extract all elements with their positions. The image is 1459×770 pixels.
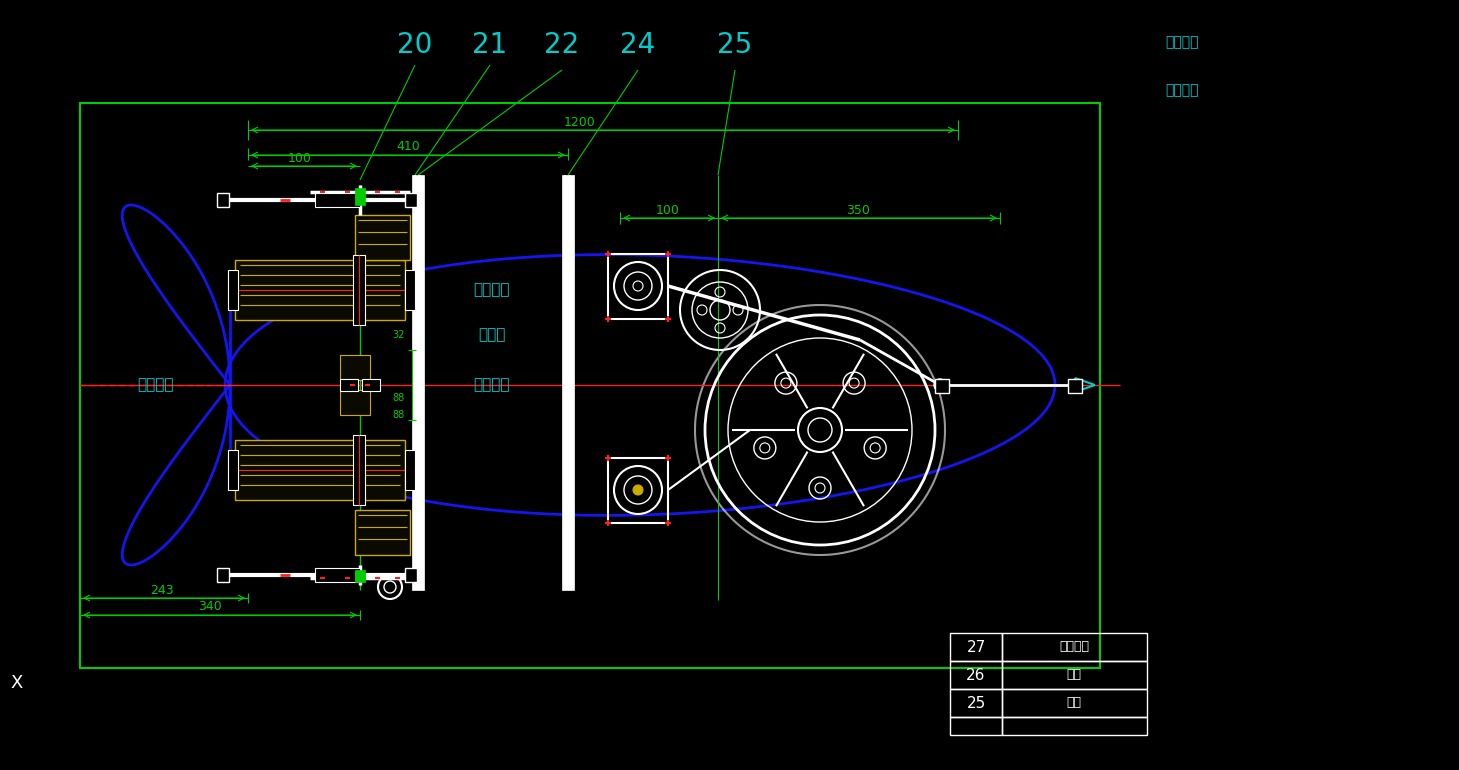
Text: 螺母: 螺母: [1067, 668, 1081, 681]
Bar: [355, 215, 410, 260]
Bar: [355, 510, 410, 555]
Bar: [235, 260, 406, 320]
Bar: [355, 188, 365, 198]
Bar: [340, 379, 357, 391]
Text: 88: 88: [392, 393, 406, 403]
Text: 25: 25: [966, 695, 986, 711]
Bar: [1002, 689, 1147, 717]
Text: 243: 243: [150, 584, 174, 597]
Bar: [1002, 633, 1147, 661]
Bar: [406, 568, 417, 582]
Text: 鱼体配重: 鱼体配重: [137, 377, 174, 393]
Bar: [1068, 379, 1083, 393]
Text: 及电源: 及电源: [479, 327, 506, 343]
Text: 350: 350: [846, 203, 870, 216]
Bar: [950, 689, 1002, 717]
Bar: [315, 193, 360, 207]
Bar: [353, 435, 365, 505]
Text: 21: 21: [473, 31, 508, 59]
Text: 410: 410: [397, 140, 420, 153]
Bar: [355, 195, 365, 205]
Text: 27: 27: [966, 640, 986, 654]
Text: 25: 25: [718, 31, 753, 59]
Bar: [362, 379, 379, 391]
Circle shape: [934, 379, 945, 391]
Bar: [217, 568, 229, 582]
Text: X: X: [10, 674, 22, 692]
Circle shape: [633, 485, 643, 495]
Bar: [340, 390, 371, 415]
Text: 20: 20: [397, 31, 433, 59]
Text: 22: 22: [544, 31, 579, 59]
Text: 鱼体蒙皮: 鱼体蒙皮: [1059, 641, 1088, 654]
Bar: [353, 255, 365, 325]
Bar: [950, 633, 1002, 661]
Text: 控制电路: 控制电路: [474, 283, 511, 297]
Bar: [406, 270, 414, 310]
Bar: [315, 568, 360, 582]
Bar: [608, 458, 668, 523]
Text: 动力装置: 动力装置: [474, 377, 511, 393]
Bar: [562, 175, 573, 590]
Text: 24: 24: [620, 31, 655, 59]
Text: 26: 26: [966, 668, 986, 682]
Bar: [355, 572, 365, 582]
Bar: [608, 254, 668, 319]
Bar: [80, 103, 1100, 668]
Text: 88: 88: [392, 410, 406, 420]
Text: 100: 100: [657, 203, 680, 216]
Bar: [935, 379, 948, 393]
Bar: [950, 661, 1002, 689]
Bar: [950, 717, 1002, 735]
Bar: [1002, 661, 1147, 689]
Bar: [406, 450, 414, 490]
Text: 螺栓: 螺栓: [1067, 697, 1081, 709]
Bar: [340, 355, 371, 380]
Bar: [411, 175, 425, 590]
Bar: [217, 193, 229, 207]
Bar: [235, 440, 406, 500]
Text: 鱼体连接: 鱼体连接: [1164, 35, 1198, 49]
Bar: [228, 270, 238, 310]
Bar: [1002, 717, 1147, 735]
Text: 封圈进行: 封圈进行: [1164, 83, 1198, 97]
Text: 340: 340: [198, 601, 222, 614]
Text: 1200: 1200: [565, 116, 595, 129]
Text: 32: 32: [392, 330, 406, 340]
Bar: [355, 570, 365, 580]
Bar: [228, 450, 238, 490]
Text: 100: 100: [287, 152, 312, 166]
Bar: [406, 193, 417, 207]
